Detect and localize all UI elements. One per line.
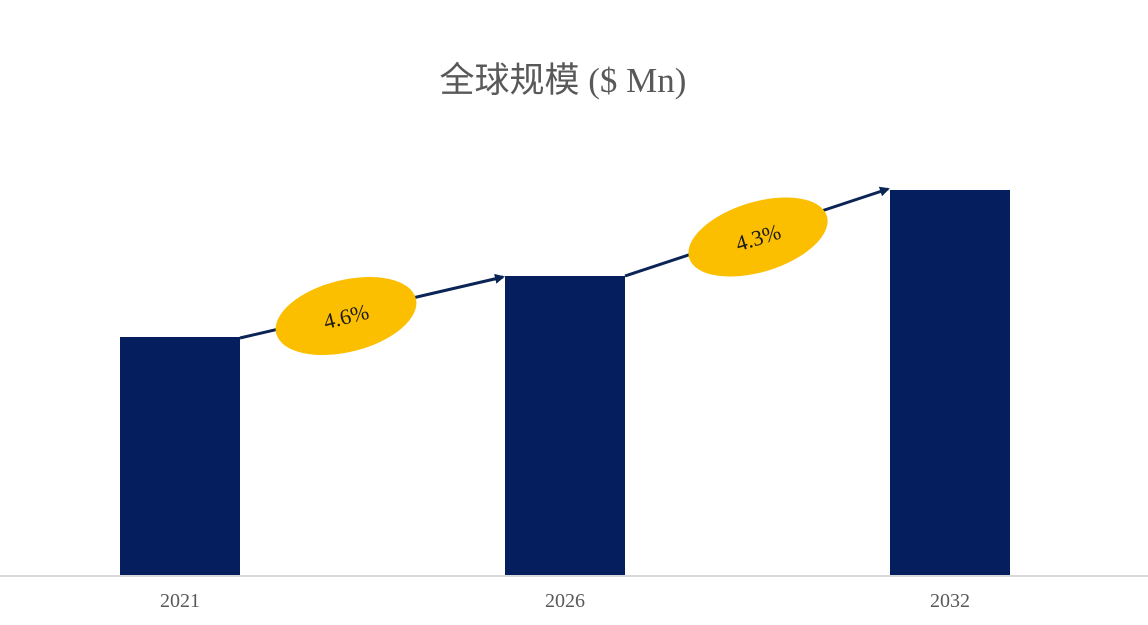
cagr-badge-2: 4.3% (688, 197, 828, 277)
cagr-badge-1: 4.6% (275, 276, 417, 356)
bar-2021 (120, 337, 240, 575)
chart-title: 全球规模 ($ Mn) (439, 61, 687, 100)
x-tick-2021: 2021 (160, 590, 200, 612)
bar-2026 (505, 276, 625, 575)
bar-2032 (890, 190, 1010, 575)
x-tick-2026: 2026 (545, 590, 585, 612)
x-tick-2032: 2032 (930, 590, 970, 612)
